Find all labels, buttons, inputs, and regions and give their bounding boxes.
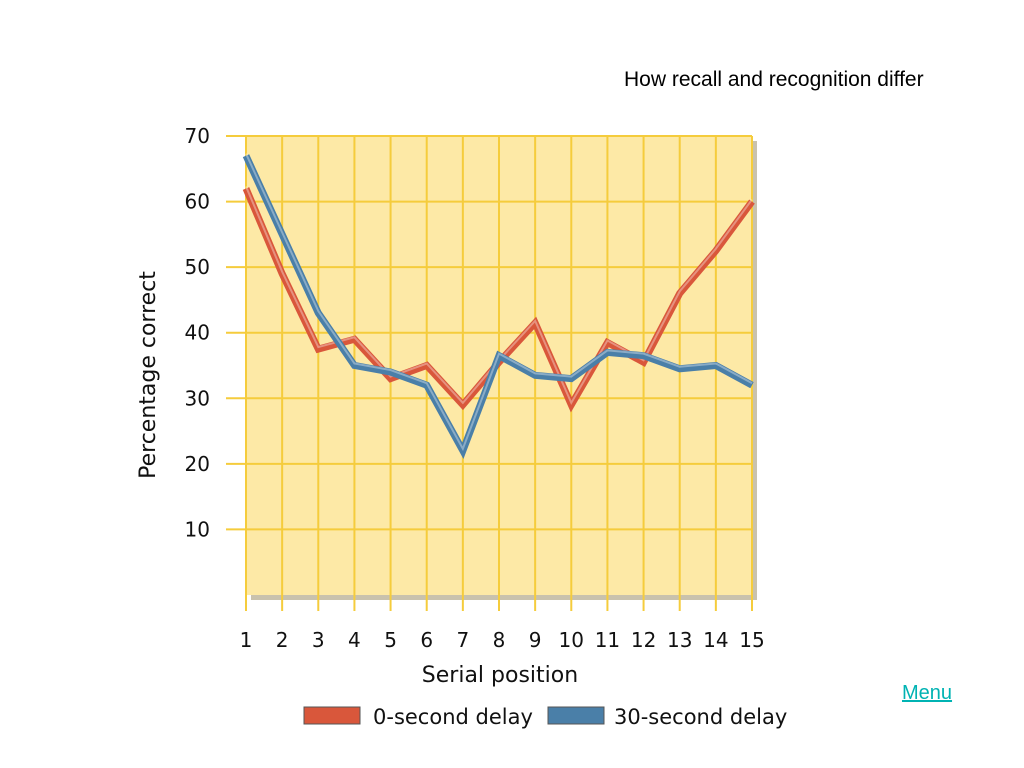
y-tick-label: 40 [185,321,210,345]
slide-title: How recall and recognition differ [624,68,924,91]
series-highlight-1 [245,153,753,452]
y-tick-labels: 10 20 30 40 50 60 70 [185,124,210,541]
y-tick-label: 60 [185,190,210,214]
legend-label-1: 30-second delay [614,705,787,729]
x-tick-labels: 1 2 3 4 5 6 7 8 9 10 11 12 13 14 15 [240,628,765,652]
x-tick-label: 15 [739,628,764,652]
y-axis-label: Percentage correct [136,271,161,479]
x-tick-label: 10 [559,628,584,652]
x-tick-label: 7 [456,628,469,652]
x-tick-label: 8 [493,628,506,652]
legend-label-0: 0-second delay [373,705,533,729]
legend: 0-second delay 30-second delay [303,705,787,729]
y-tick-label: 20 [185,452,210,476]
menu-link[interactable]: Menu [902,682,953,704]
x-tick-label: 6 [420,628,433,652]
series-line-1 [242,154,754,460]
x-tick-label: 11 [595,628,620,652]
plot-area [226,135,757,611]
y-tick-label: 10 [185,517,210,541]
x-axis-label: Serial position [422,663,578,688]
x-tick-label: 4 [348,628,361,652]
y-tick-label: 30 [185,386,210,410]
y-tick-label: 70 [185,124,210,148]
x-tick-label: 5 [384,628,397,652]
x-tick-label: 1 [240,628,253,652]
y-tick-label: 50 [185,255,210,279]
x-tick-label: 3 [312,628,325,652]
x-tick-label: 14 [703,628,728,652]
legend-swatch-1 [547,706,605,725]
legend-swatch-0 [303,706,361,725]
x-tick-label: 12 [631,628,656,652]
x-tick-label: 2 [276,628,289,652]
x-tick-label: 9 [529,628,542,652]
x-tick-label: 13 [667,628,692,652]
